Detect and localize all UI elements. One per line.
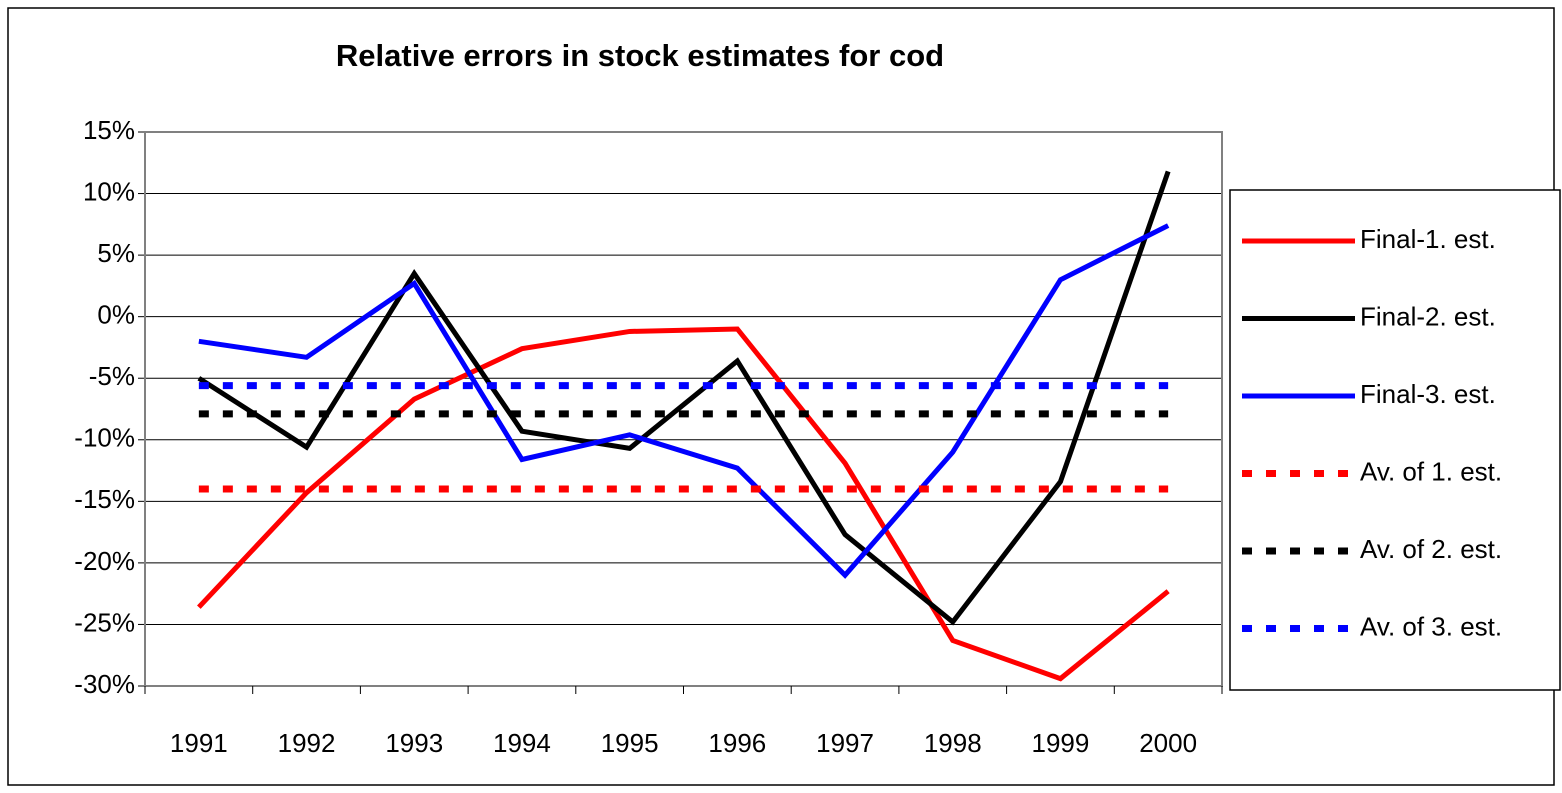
x-tick-label: 1991 xyxy=(170,728,228,758)
x-tick-label: 1998 xyxy=(924,728,982,758)
series-line xyxy=(198,223,1170,579)
x-tick-label: 1999 xyxy=(1032,728,1090,758)
legend-label: Final-2. est. xyxy=(1360,301,1496,331)
x-tick-label: 1992 xyxy=(278,728,336,758)
series-line xyxy=(197,170,1171,626)
series-line xyxy=(197,326,1170,682)
x-tick-label: 1994 xyxy=(493,728,551,758)
y-tick-label: -5% xyxy=(89,361,135,391)
legend-label: Final-3. est. xyxy=(1360,379,1496,409)
y-tick-label: -20% xyxy=(74,546,135,576)
y-tick-label: -25% xyxy=(74,607,135,637)
x-tick-label: 1997 xyxy=(816,728,874,758)
x-tick-label: 1995 xyxy=(601,728,659,758)
legend-label: Av. of 3. est. xyxy=(1360,611,1502,641)
y-tick-label: 15% xyxy=(83,115,135,145)
x-tick-label: 2000 xyxy=(1139,728,1197,758)
y-tick-label: 5% xyxy=(97,238,135,268)
y-tick-label: 10% xyxy=(83,176,135,206)
x-tick-label: 1996 xyxy=(708,728,766,758)
legend-label: Av. of 1. est. xyxy=(1360,456,1502,486)
y-tick-label: 0% xyxy=(97,300,135,330)
y-tick-label: -30% xyxy=(74,669,135,699)
legend-box xyxy=(1229,189,1561,691)
legend-label: Final-1. est. xyxy=(1360,224,1496,254)
legend-label: Av. of 2. est. xyxy=(1360,534,1502,564)
chart-title: Relative errors in stock estimates for c… xyxy=(336,38,944,73)
y-tick-label: -15% xyxy=(74,484,135,514)
x-tick-label: 1993 xyxy=(385,728,443,758)
y-tick-label: -10% xyxy=(74,423,135,453)
